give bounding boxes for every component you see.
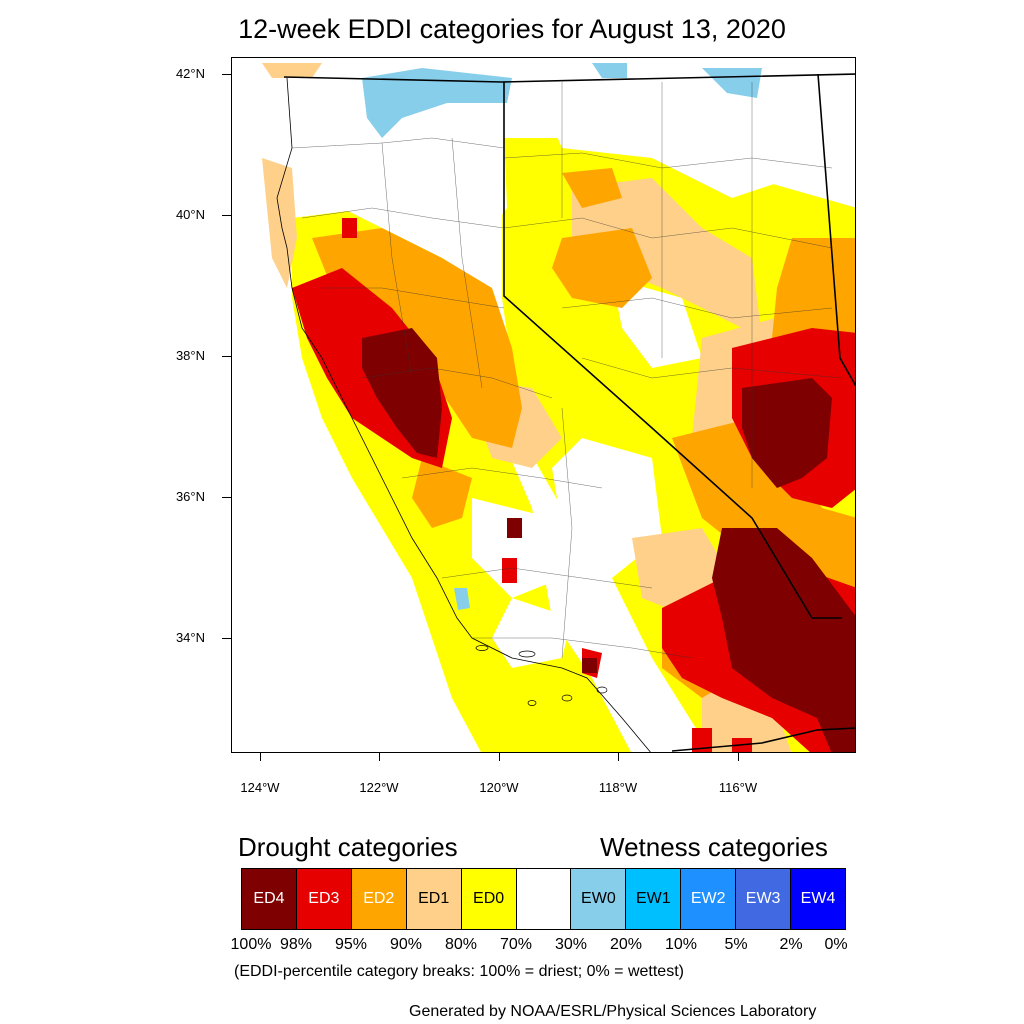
- lon-label: 116°W: [718, 780, 758, 795]
- lat-tick: [222, 638, 231, 639]
- legend-swatch-ew4: EW4: [791, 869, 845, 929]
- lat-tick: [222, 215, 231, 216]
- lat-tick: [222, 356, 231, 357]
- lon-tick: [260, 753, 261, 761]
- lat-tick: [222, 497, 231, 498]
- percentile-label: 0%: [824, 936, 848, 953]
- lon-label: 120°W: [479, 780, 519, 795]
- legend-note: (EDDI-percentile category breaks: 100% =…: [234, 963, 684, 980]
- percentile-label: 20%: [609, 936, 643, 953]
- lat-label: 38°N: [175, 348, 205, 363]
- lon-label: 124°W: [240, 780, 280, 795]
- legend-swatch-ed0: ED0: [461, 869, 517, 929]
- lat-label: 40°N: [175, 207, 205, 222]
- lon-tick: [618, 753, 619, 761]
- eddi-map-graphic: [232, 58, 855, 752]
- map-title: 12-week EDDI categories for August 13, 2…: [238, 14, 786, 44]
- legend-swatch-ed4: ED4: [242, 869, 297, 929]
- percentile-label: 80%: [444, 936, 478, 953]
- legend-swatch-ed1: ED1: [406, 869, 462, 929]
- legend-swatch-normal: [516, 869, 572, 929]
- percentile-label: 98%: [279, 936, 313, 953]
- lat-label: 34°N: [175, 630, 205, 645]
- lon-tick: [738, 753, 739, 761]
- credit-text: Generated by NOAA/ESRL/Physical Sciences…: [409, 1003, 817, 1020]
- lon-label: 118°W: [598, 780, 638, 795]
- percentile-label: 70%: [499, 936, 533, 953]
- eddi-map: [231, 57, 856, 753]
- lon-tick: [379, 753, 380, 761]
- percentile-label: 100%: [230, 936, 272, 953]
- drought-heading: Drought categories: [238, 832, 458, 862]
- wetness-heading: Wetness categories: [600, 832, 828, 862]
- lat-label: 36°N: [175, 489, 205, 504]
- percentile-label: 95%: [334, 936, 368, 953]
- legend-swatch-ew1: EW1: [626, 869, 682, 929]
- legend-colorbar: ED4 ED3 ED2 ED1 ED0 EW0 EW1 EW2 EW3 EW4: [241, 868, 846, 930]
- percentile-label: 90%: [389, 936, 423, 953]
- legend-swatch-ew2: EW2: [681, 869, 737, 929]
- legend-swatch-ed3: ED3: [296, 869, 352, 929]
- legend-swatch-ew0: EW0: [571, 869, 627, 929]
- percentile-label: 5%: [724, 936, 748, 953]
- legend-swatch-ew3: EW3: [736, 869, 792, 929]
- percentile-label: 30%: [554, 936, 588, 953]
- percentile-label: 2%: [779, 936, 803, 953]
- lon-label: 122°W: [359, 780, 399, 795]
- percentile-label: 10%: [664, 936, 698, 953]
- lat-label: 42°N: [175, 66, 205, 81]
- legend-swatch-ed2: ED2: [351, 869, 407, 929]
- lon-tick: [499, 753, 500, 761]
- lat-tick: [222, 74, 231, 75]
